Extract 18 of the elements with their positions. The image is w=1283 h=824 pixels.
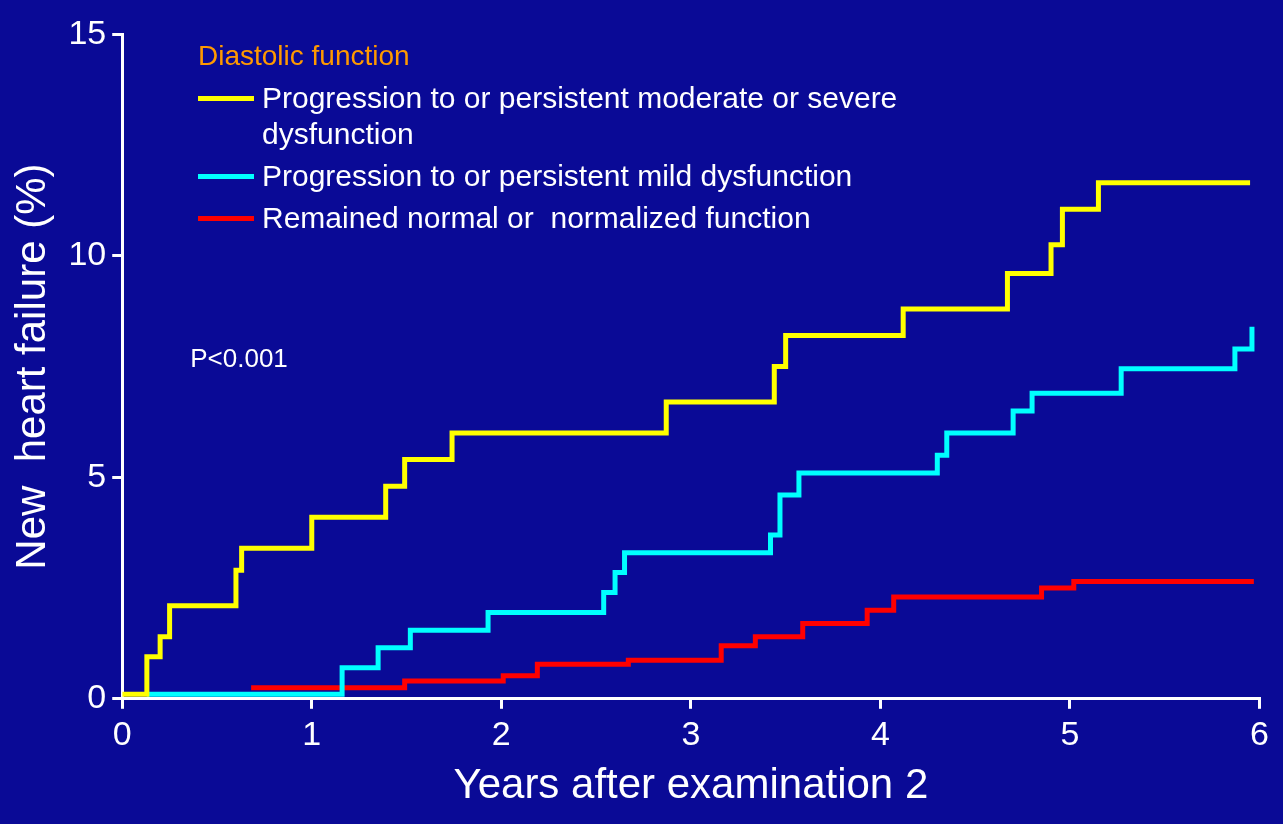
x-tick-label: 3 <box>681 713 701 752</box>
annotation: P<0.001 <box>190 342 288 373</box>
x-tick-label: 5 <box>1060 713 1080 752</box>
x-tick-label: 1 <box>302 713 322 752</box>
legend-label: Remained normal or normalized function <box>262 200 811 236</box>
x-tick-label: 6 <box>1250 713 1270 752</box>
y-tick-label: 10 <box>68 234 107 273</box>
y-tick-label: 15 <box>68 12 107 51</box>
x-tick-label: 4 <box>870 713 890 752</box>
y-tick-label: 0 <box>87 677 107 716</box>
legend-label: Progression to or persistent mild dysfunction <box>262 158 853 194</box>
x-axis-title: Years after examination 2 <box>453 760 929 808</box>
x-tick-label: 0 <box>112 713 132 752</box>
y-axis-title: New heart failure (%) <box>6 163 54 570</box>
y-tick-label: 5 <box>87 455 107 494</box>
legend-label: Progression to or persistent moderate or severe dysfunction <box>262 80 899 152</box>
legend-title: Diastolic function <box>198 39 411 73</box>
x-tick-label: 2 <box>491 713 511 752</box>
